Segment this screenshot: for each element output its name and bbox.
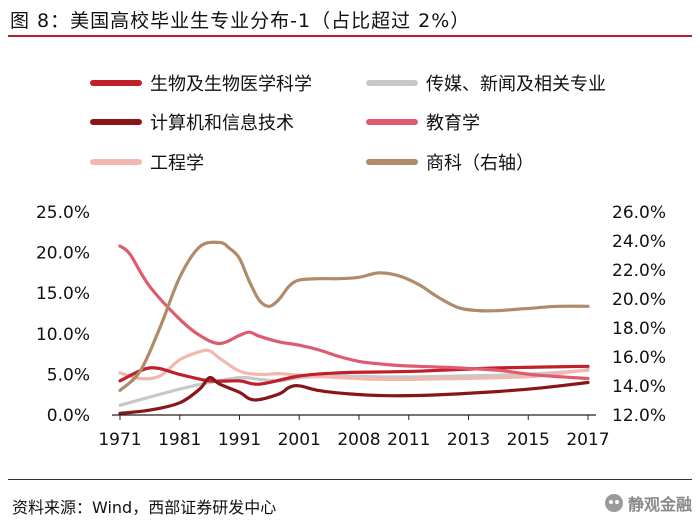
series-line-4 [118, 348, 590, 382]
legend-label-business: 商科（右轴） [426, 153, 534, 174]
y-left-tick-label: 15.0% [36, 284, 90, 304]
figure-title: 图 8：美国高校毕业生专业分布-1（占比超过 2%） [10, 10, 471, 32]
series-line-3 [118, 244, 590, 381]
y-left-tick-label: 20.0% [36, 244, 90, 264]
legend-label-education: 教育学 [426, 113, 480, 134]
legend-item-computer: 计算机和信息技术 [90, 109, 294, 135]
source-note: 资料来源：Wind，西部证券研发中心 [12, 498, 277, 517]
x-tick-label: 2011 [387, 430, 430, 450]
legend-label-engineering: 工程学 [150, 153, 204, 174]
top-rule [8, 35, 692, 37]
series-line-0 [118, 364, 590, 386]
legend-swatch-education [366, 119, 418, 125]
legend-swatch-media [366, 80, 418, 86]
y-right-tick-label: 20.0% [612, 290, 666, 310]
y-left-tick-label: 5.0% [47, 365, 90, 385]
bottom-rule [8, 479, 692, 480]
y-right-tick-label: 12.0% [612, 406, 666, 426]
y-left-tick-label: 25.0% [36, 203, 90, 223]
legend-item-media: 传媒、新闻及相关专业 [366, 70, 606, 96]
y-right-tick-label: 16.0% [612, 348, 666, 368]
x-tick-label: 1991 [218, 430, 261, 450]
legend-item-education: 教育学 [366, 109, 480, 135]
legend-swatch-business [366, 159, 418, 165]
watermark-label: 静观金融 [627, 495, 692, 514]
x-tick-label: 2017 [566, 430, 609, 450]
legend-item-biology: 生物及生物医学科学 [90, 70, 312, 96]
y-right-tick-label: 14.0% [612, 377, 666, 397]
x-tick-label: 2001 [278, 430, 321, 450]
y-right-tick-label: 26.0% [612, 203, 666, 223]
x-tick-label: 1971 [98, 430, 141, 450]
wechat-icon [604, 494, 623, 512]
y-right-tick-label: 22.0% [612, 261, 666, 281]
y-right-tick-label: 18.0% [612, 319, 666, 339]
y-right-tick-label: 24.0% [612, 232, 666, 252]
x-tick-label: 2008 [337, 430, 380, 450]
series-line-2 [118, 375, 590, 415]
y-left-tick-label: 0.0% [47, 406, 90, 426]
legend-item-engineering: 工程学 [90, 149, 204, 175]
watermark: 静观金融 [604, 491, 692, 515]
legend-label-biology: 生物及生物医学科学 [150, 74, 312, 95]
x-tick-label: 2013 [447, 430, 490, 450]
legend-swatch-engineering [90, 159, 142, 165]
legend-label-media: 传媒、新闻及相关专业 [426, 74, 606, 95]
y-left-tick-label: 10.0% [36, 325, 90, 345]
legend-item-business: 商科（右轴） [366, 149, 534, 175]
x-tick-label: 2015 [507, 430, 550, 450]
series-line-5 [118, 240, 590, 392]
legend-swatch-biology [90, 80, 142, 86]
legend-swatch-computer [90, 119, 142, 125]
legend-label-computer: 计算机和信息技术 [150, 113, 294, 134]
x-tick-label: 1981 [158, 430, 201, 450]
